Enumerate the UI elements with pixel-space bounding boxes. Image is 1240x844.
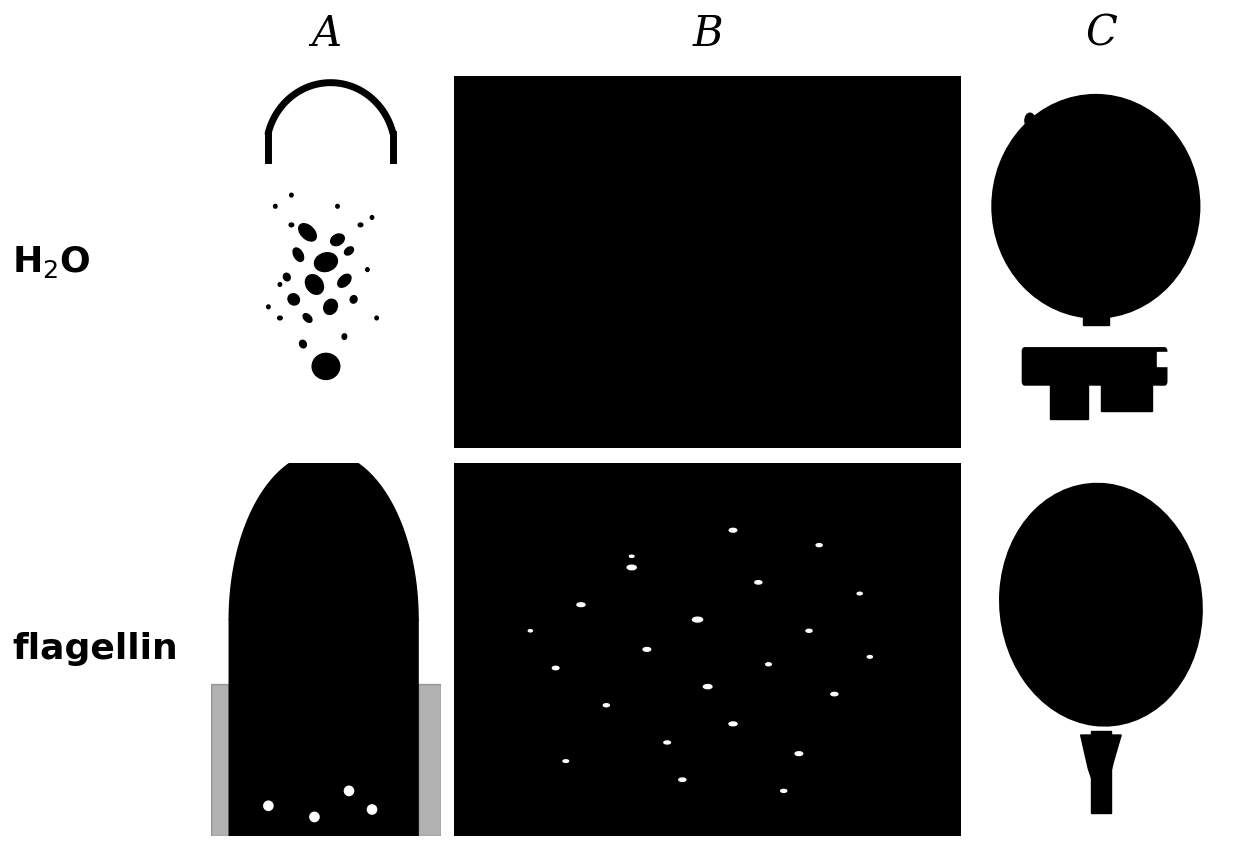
- FancyBboxPatch shape: [1023, 348, 1167, 385]
- Ellipse shape: [371, 215, 373, 219]
- Ellipse shape: [331, 234, 345, 246]
- Ellipse shape: [312, 354, 340, 380]
- Ellipse shape: [366, 268, 370, 272]
- Ellipse shape: [729, 528, 737, 532]
- Ellipse shape: [692, 617, 703, 622]
- Ellipse shape: [678, 778, 686, 782]
- Ellipse shape: [299, 224, 316, 241]
- Ellipse shape: [288, 294, 300, 305]
- Ellipse shape: [293, 248, 304, 262]
- Ellipse shape: [358, 223, 363, 227]
- Ellipse shape: [278, 316, 283, 320]
- Ellipse shape: [264, 801, 273, 810]
- Polygon shape: [211, 684, 229, 836]
- Ellipse shape: [729, 722, 737, 726]
- Ellipse shape: [278, 283, 281, 286]
- Ellipse shape: [781, 789, 786, 793]
- Bar: [1091, 731, 1111, 814]
- Text: C: C: [1085, 13, 1117, 55]
- Ellipse shape: [324, 300, 337, 315]
- Ellipse shape: [755, 581, 761, 584]
- Polygon shape: [1080, 735, 1121, 806]
- Ellipse shape: [305, 274, 324, 295]
- Ellipse shape: [310, 812, 319, 821]
- Ellipse shape: [604, 704, 609, 706]
- Ellipse shape: [577, 603, 585, 607]
- Ellipse shape: [563, 760, 569, 762]
- Ellipse shape: [290, 193, 293, 197]
- Ellipse shape: [350, 295, 357, 303]
- Ellipse shape: [315, 252, 337, 272]
- Ellipse shape: [795, 752, 802, 755]
- Ellipse shape: [345, 787, 353, 796]
- Ellipse shape: [300, 340, 306, 348]
- Ellipse shape: [999, 484, 1202, 726]
- Ellipse shape: [284, 273, 290, 281]
- Ellipse shape: [345, 247, 353, 255]
- Ellipse shape: [374, 316, 378, 320]
- Ellipse shape: [342, 334, 347, 339]
- Ellipse shape: [1025, 113, 1035, 128]
- Ellipse shape: [267, 305, 270, 309]
- Ellipse shape: [627, 565, 636, 570]
- Ellipse shape: [867, 656, 873, 658]
- Text: flagellin: flagellin: [12, 632, 179, 667]
- Ellipse shape: [857, 592, 862, 595]
- Ellipse shape: [766, 663, 771, 666]
- Text: B: B: [692, 13, 723, 55]
- Bar: [1050, 374, 1089, 419]
- Text: A: A: [311, 13, 341, 55]
- Ellipse shape: [663, 741, 671, 744]
- Ellipse shape: [337, 274, 351, 287]
- Ellipse shape: [552, 666, 559, 669]
- Ellipse shape: [703, 684, 712, 689]
- Ellipse shape: [644, 647, 651, 652]
- Polygon shape: [229, 452, 418, 836]
- Ellipse shape: [367, 805, 377, 814]
- Ellipse shape: [831, 692, 838, 695]
- Text: H$_2$O: H$_2$O: [12, 244, 91, 280]
- Ellipse shape: [816, 544, 822, 547]
- Ellipse shape: [336, 204, 340, 208]
- Ellipse shape: [528, 630, 532, 632]
- Bar: [1101, 381, 1152, 411]
- Ellipse shape: [992, 95, 1200, 318]
- Polygon shape: [418, 684, 441, 836]
- Ellipse shape: [806, 630, 812, 632]
- Ellipse shape: [303, 314, 312, 322]
- Bar: [1084, 295, 1109, 326]
- Ellipse shape: [630, 555, 634, 557]
- Ellipse shape: [274, 204, 277, 208]
- Ellipse shape: [289, 223, 294, 227]
- Bar: [1157, 351, 1182, 366]
